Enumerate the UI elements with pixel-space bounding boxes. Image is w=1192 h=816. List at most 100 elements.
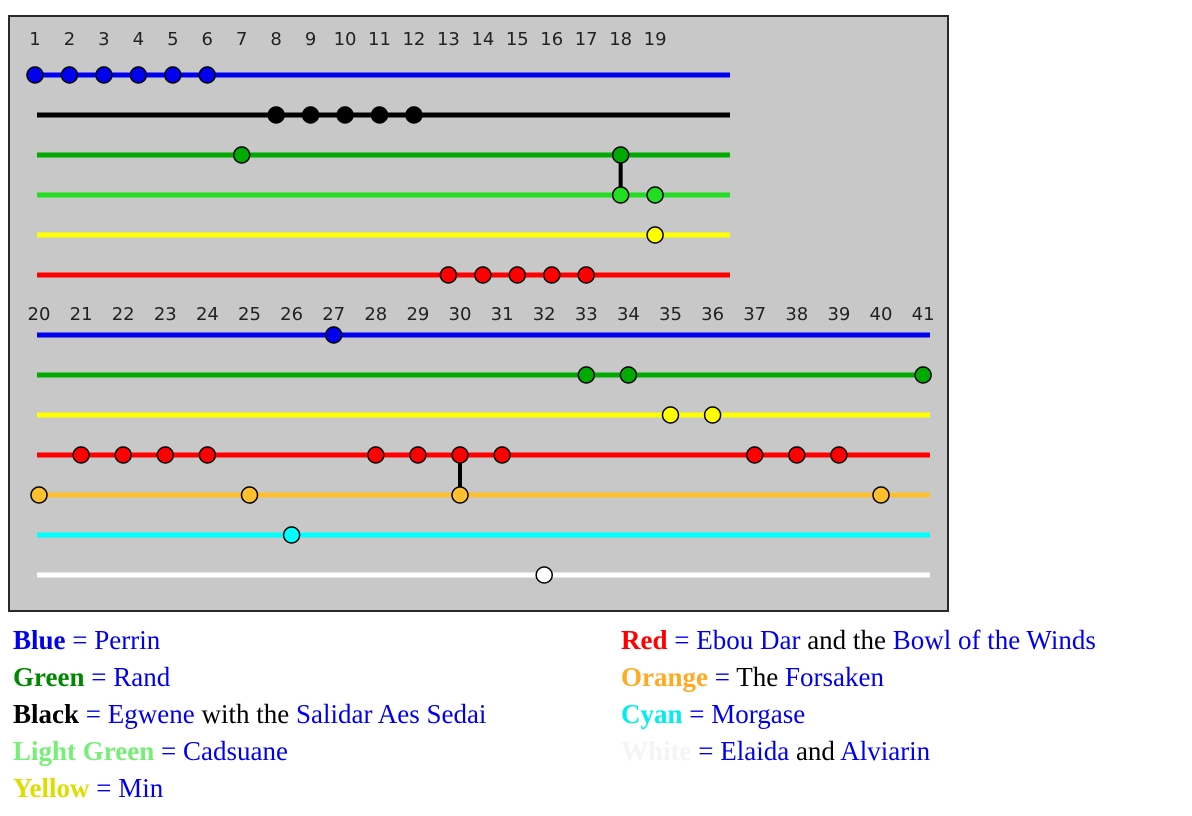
legend-link[interactable]: Egwene — [107, 699, 195, 729]
bottom-track-dot — [282, 526, 301, 544]
legend-link[interactable]: Bowl of the Winds — [892, 625, 1096, 655]
legend-entry: Light Green = Cadsuane — [13, 733, 486, 770]
bottom-tick-label: 27 — [322, 304, 345, 325]
legend-color-name: Yellow — [13, 773, 90, 803]
bottom-tick-label: 41 — [912, 304, 935, 325]
legend-color-name: Light Green — [13, 736, 155, 766]
legend-equals: = — [667, 625, 697, 655]
bottom-track-dot — [493, 446, 511, 464]
bottom-tick-label: 20 — [28, 304, 51, 325]
legend-color-name: Red — [621, 625, 668, 655]
top-track-dot — [439, 266, 458, 284]
bottom-track-dot — [324, 326, 343, 344]
bottom-track-dot — [745, 446, 764, 464]
bottom-tick-label: 21 — [70, 304, 93, 325]
bottom-tick-label: 30 — [449, 304, 472, 325]
bottom-tick-label: 33 — [575, 304, 598, 325]
top-track-dot — [60, 66, 79, 84]
legend-equals: = — [65, 625, 95, 655]
legend-equals: = — [84, 662, 114, 692]
legend-right-column: Red = Ebou Dar and the Bowl of the Winds… — [621, 622, 1096, 770]
top-tick-label: 13 — [437, 29, 460, 50]
legend-color-name: White — [621, 736, 692, 766]
legend-entry: Cyan = Morgase — [621, 696, 1096, 733]
bottom-track-dot — [914, 366, 932, 384]
top-track-dot — [267, 106, 285, 124]
top-tick-label: 1 — [29, 29, 40, 50]
legend-link[interactable]: Alviarin — [840, 736, 931, 766]
top-tick-label: 16 — [540, 29, 563, 50]
top-track-dot — [336, 106, 354, 124]
top-tick-label: 9 — [305, 29, 316, 50]
bottom-tick-label: 32 — [533, 304, 556, 325]
legend-entry: White = Elaida and Alviarin — [621, 733, 1096, 770]
legend-link[interactable]: Min — [118, 773, 164, 803]
legend-entry: Blue = Perrin — [13, 622, 486, 659]
legend-text: and the — [800, 625, 893, 655]
bottom-track-dot — [535, 566, 553, 584]
legend-entry: Red = Ebou Dar and the Bowl of the Winds — [621, 622, 1096, 659]
bottom-tick-label: 35 — [659, 304, 682, 325]
legend-color-name: Cyan — [621, 699, 683, 729]
legend-entry: Orange = The Forsaken — [621, 659, 1096, 696]
top-tick-label: 5 — [167, 29, 178, 50]
top-tick-label: 2 — [64, 29, 75, 50]
bottom-tick-label: 34 — [617, 304, 640, 325]
legend: Blue = Perrin Green = Rand Black = Egwene … — [0, 622, 1192, 816]
legend-link[interactable]: Cadsuane — [182, 736, 288, 766]
bottom-track-dot — [30, 486, 48, 504]
legend-link[interactable]: Elaida — [720, 736, 790, 766]
legend-link[interactable]: Rand — [113, 662, 171, 692]
bottom-track-dot — [661, 406, 680, 424]
legend-link[interactable]: Salidar Aes Sedai — [295, 699, 487, 729]
top-track-dot — [474, 266, 492, 284]
top-track-dot — [508, 266, 527, 284]
bottom-tick-label: 38 — [785, 304, 808, 325]
bottom-tick-label: 37 — [743, 304, 766, 325]
legend-equals: = — [79, 699, 108, 729]
bottom-track-dot — [703, 406, 722, 424]
top-tick-label: 19 — [644, 29, 667, 50]
top-track-dot — [232, 146, 251, 164]
legend-link[interactable]: Morgase — [711, 699, 806, 729]
top-track-dot — [646, 226, 664, 244]
legend-entry: Yellow = Min — [13, 770, 486, 807]
bottom-tick-label: 29 — [406, 304, 429, 325]
bottom-track-dot — [156, 446, 175, 464]
bottom-track-dot — [619, 366, 638, 384]
top-track-dot — [129, 66, 148, 84]
bottom-tick-label: 31 — [491, 304, 514, 325]
bottom-tick-label: 28 — [364, 304, 387, 325]
legend-link[interactable]: Perrin — [94, 625, 161, 655]
top-track-dot — [611, 186, 630, 204]
top-tick-label: 11 — [368, 29, 391, 50]
top-track-dot — [405, 106, 423, 124]
top-tick-label: 8 — [270, 29, 281, 50]
legend-color-name: Blue — [13, 625, 66, 655]
top-track-dot — [198, 66, 216, 84]
top-tick-label: 14 — [471, 29, 494, 50]
bottom-tick-label: 23 — [154, 304, 177, 325]
top-track-dot — [164, 66, 182, 84]
legend-entry: Green = Rand — [13, 659, 486, 696]
legend-link[interactable]: Ebou Dar — [696, 625, 801, 655]
bottom-tick-label: 26 — [280, 304, 303, 325]
bottom-track-dot — [198, 446, 217, 464]
top-track-dot — [543, 266, 561, 284]
bottom-track-dot — [114, 446, 132, 464]
top-tick-label: 4 — [133, 29, 144, 50]
legend-color-name: Green — [13, 662, 85, 692]
top-track-dot — [26, 66, 44, 84]
legend-link[interactable]: Forsaken — [784, 662, 884, 692]
legend-text: The — [736, 662, 785, 692]
top-tick-label: 17 — [575, 29, 598, 50]
legend-equals: = — [154, 736, 183, 766]
bottom-tick-label: 36 — [701, 304, 724, 325]
bottom-track-dot — [409, 446, 427, 464]
bottom-tick-label: 39 — [827, 304, 850, 325]
top-tick-label: 3 — [98, 29, 109, 50]
bottom-tick-label: 22 — [112, 304, 135, 325]
bottom-track-dot — [367, 446, 385, 464]
legend-text: with the — [194, 699, 296, 729]
